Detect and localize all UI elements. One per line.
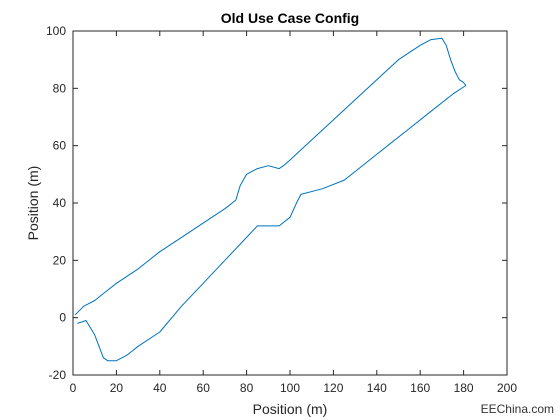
x-tick-label: 160: [410, 381, 430, 395]
chart-title: Old Use Case Config: [221, 10, 359, 26]
y-tick-label: -20: [49, 368, 67, 382]
x-tick-label: 120: [323, 381, 343, 395]
series-line-1: [74, 37, 467, 362]
y-tick-label: 80: [53, 81, 67, 95]
x-tick-labels: 0 20 40 60 80 100 120 140 160 180 200: [70, 381, 518, 395]
series-layer: [74, 37, 467, 362]
x-tick-label: 40: [153, 381, 167, 395]
y-axis-label: Position (m): [25, 166, 41, 241]
x-tick-label: 20: [110, 381, 124, 395]
x-tick-label: 180: [454, 381, 474, 395]
y-tick-label: 0: [59, 311, 66, 325]
x-tick-label: 140: [367, 381, 387, 395]
x-tick-label: 60: [197, 381, 211, 395]
x-tick-label: 80: [240, 381, 254, 395]
y-tick-label: 40: [53, 196, 67, 210]
ticks-layer: [72, 30, 508, 376]
y-tick-label: 100: [46, 24, 66, 38]
y-tick-label: 60: [53, 139, 67, 153]
x-tick-label: 0: [70, 381, 77, 395]
watermark: EEChina.com: [480, 402, 554, 416]
x-tick-label: 100: [280, 381, 300, 395]
x-axis-label: Position (m): [253, 401, 328, 417]
x-tick-label: 200: [497, 381, 517, 395]
y-tick-labels: -20 0 20 40 60 80 100: [46, 24, 66, 382]
y-tick-label: 20: [53, 253, 67, 267]
